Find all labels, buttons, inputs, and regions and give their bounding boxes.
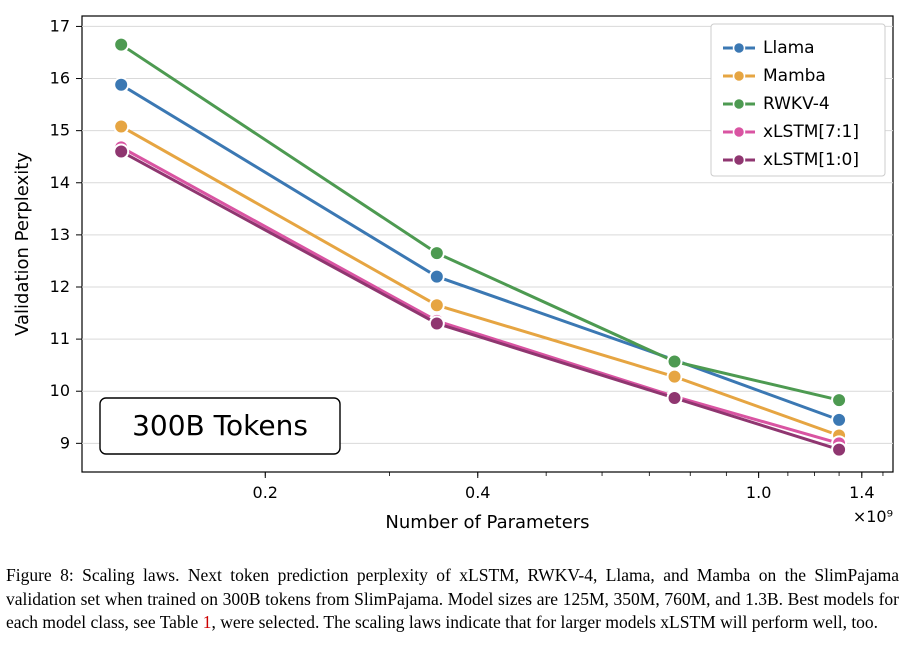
svg-text:Validation Perplexity: Validation Perplexity [12,152,33,336]
svg-text:Mamba: Mamba [763,66,826,86]
svg-text:17: 17 [50,16,70,35]
svg-text:RWKV-4: RWKV-4 [763,94,830,114]
svg-text:xLSTM[7:1]: xLSTM[7:1] [763,122,859,142]
svg-text:300B Tokens: 300B Tokens [132,409,308,442]
svg-text:0.4: 0.4 [465,483,490,502]
svg-text:×10⁹: ×10⁹ [853,507,893,526]
chart-container: 9 10 11 12 13 14 15 16 17 0.2 0.4 1.0 1.4 Number of P… [0,0,909,560]
svg-text:13: 13 [50,225,70,244]
svg-text:xLSTM[1:0]: xLSTM[1:0] [763,150,859,170]
svg-text:Number of Parameters: Number of Parameters [385,512,589,533]
svg-text:11: 11 [50,329,70,348]
svg-text:1.4: 1.4 [849,483,874,502]
svg-text:12: 12 [50,277,70,296]
svg-text:15: 15 [50,121,70,140]
figure-number: Figure 8: [6,565,74,585]
svg-text:9: 9 [60,433,70,452]
figure-caption: Figure 8: Scaling laws. Next token predi… [0,560,909,645]
svg-text:10: 10 [50,381,70,400]
caption-text-after: , were selected. The scaling laws indica… [211,612,878,632]
svg-text:14: 14 [50,173,70,192]
scaling-laws-chart: 9 10 11 12 13 14 15 16 17 0.2 0.4 1.0 1.4 Number of P… [0,0,909,560]
svg-text:1.0: 1.0 [746,483,771,502]
svg-text:Llama: Llama [763,38,815,58]
svg-text:0.2: 0.2 [253,483,278,502]
svg-text:16: 16 [50,69,70,88]
